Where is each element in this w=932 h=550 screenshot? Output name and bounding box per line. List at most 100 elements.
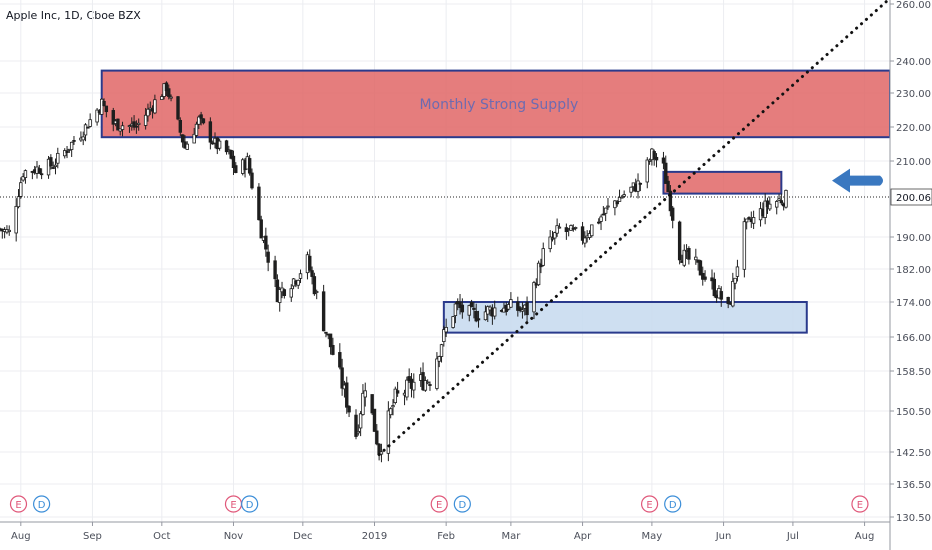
candle-body bbox=[763, 200, 767, 218]
candle-body bbox=[104, 105, 109, 113]
candle-body bbox=[231, 155, 236, 168]
event-marker-label: D bbox=[458, 500, 466, 511]
event-marker-label: D bbox=[246, 500, 254, 511]
candle-body bbox=[615, 201, 619, 205]
candle-body bbox=[555, 225, 559, 234]
candle-body bbox=[682, 249, 686, 266]
candle-body bbox=[143, 114, 148, 126]
candle-body bbox=[652, 151, 656, 160]
candle-body bbox=[476, 318, 481, 321]
candle-body bbox=[666, 180, 670, 192]
candle-body bbox=[372, 408, 377, 432]
candle-body bbox=[224, 140, 229, 153]
candle-body bbox=[518, 307, 522, 312]
demand-zone bbox=[442, 301, 808, 334]
candle-body bbox=[259, 219, 263, 239]
candle-body bbox=[167, 88, 171, 97]
candle-body bbox=[423, 380, 428, 391]
candle-body bbox=[199, 114, 203, 119]
price-tick-label: 150.50 bbox=[896, 407, 931, 418]
candle-body bbox=[137, 122, 141, 125]
price-tick-label: 260.00 bbox=[896, 0, 931, 11]
candle-body bbox=[361, 392, 365, 415]
candle-body bbox=[460, 304, 465, 313]
pointer-arrow bbox=[832, 168, 883, 193]
candle-body bbox=[548, 236, 552, 250]
candle-body bbox=[102, 100, 106, 106]
earnings-marker bbox=[9, 495, 28, 513]
candle-body bbox=[278, 289, 282, 303]
candle-body bbox=[358, 413, 363, 429]
candle-body bbox=[347, 405, 351, 413]
candle-body bbox=[356, 431, 361, 434]
candle-body bbox=[264, 235, 268, 250]
candle-body bbox=[116, 118, 120, 131]
candle-body bbox=[201, 118, 206, 124]
candle-body bbox=[525, 301, 529, 316]
candle-body bbox=[308, 255, 312, 271]
candle-body bbox=[777, 198, 781, 201]
candle-body bbox=[474, 310, 478, 322]
candle-body bbox=[603, 207, 608, 214]
candle-body bbox=[768, 203, 772, 210]
candle-body bbox=[779, 200, 784, 204]
price-tick-label: 190.00 bbox=[896, 233, 931, 244]
candle-body bbox=[486, 306, 490, 315]
candle-body bbox=[442, 329, 446, 342]
time-tick-label: Mar bbox=[501, 531, 521, 542]
candle-body bbox=[194, 123, 199, 136]
candle-body bbox=[719, 291, 723, 300]
candle-body bbox=[694, 256, 698, 261]
candle-body bbox=[536, 262, 541, 286]
candle-body bbox=[49, 157, 53, 167]
price-tick-label: 240.00 bbox=[896, 57, 931, 68]
candle-body bbox=[153, 99, 157, 114]
candle-body bbox=[599, 216, 603, 222]
candle-body bbox=[388, 408, 393, 416]
candle-body bbox=[160, 96, 164, 100]
candle-body bbox=[146, 108, 150, 117]
event-marker-label: D bbox=[669, 500, 677, 511]
candle-body bbox=[751, 217, 756, 224]
candle-body bbox=[687, 248, 691, 260]
trendline bbox=[377, 0, 891, 457]
time-tick-label: 2019 bbox=[362, 531, 387, 542]
candle-body bbox=[606, 205, 610, 208]
candle-body bbox=[407, 376, 411, 382]
candle-body bbox=[229, 149, 233, 159]
candle-body bbox=[425, 381, 430, 384]
candle-body bbox=[86, 126, 90, 129]
time-tick-label: Sep bbox=[83, 531, 102, 542]
candle-body bbox=[437, 356, 441, 362]
candle-body bbox=[395, 390, 400, 394]
price-tick-label: 174.00 bbox=[896, 298, 931, 309]
candle-body bbox=[282, 289, 287, 296]
candle-body bbox=[185, 143, 189, 150]
candle-body bbox=[550, 237, 555, 240]
candle-body bbox=[784, 189, 788, 208]
candle-body bbox=[483, 311, 488, 321]
price-tick-label: 210.00 bbox=[896, 157, 931, 168]
candle-body bbox=[742, 221, 747, 270]
candle-body bbox=[638, 182, 643, 185]
candle-body bbox=[405, 379, 409, 398]
time-tick-label: Apr bbox=[574, 531, 592, 542]
candle-body bbox=[735, 266, 740, 277]
candle-body bbox=[613, 200, 617, 209]
candle-body bbox=[636, 180, 640, 192]
candle-body bbox=[118, 128, 122, 132]
candle-body bbox=[247, 158, 252, 174]
candles bbox=[0, 81, 788, 463]
candle-body bbox=[345, 382, 349, 408]
candle-body bbox=[338, 352, 342, 368]
event-marker-label: E bbox=[230, 500, 236, 511]
time-tick-label: Aug bbox=[855, 531, 875, 542]
candle-body bbox=[444, 326, 448, 333]
candle-body bbox=[428, 384, 432, 386]
candle-body bbox=[391, 405, 395, 408]
candle-body bbox=[726, 296, 730, 305]
candle-body bbox=[647, 159, 652, 162]
candle-body bbox=[111, 110, 115, 125]
candle-body bbox=[7, 229, 11, 232]
